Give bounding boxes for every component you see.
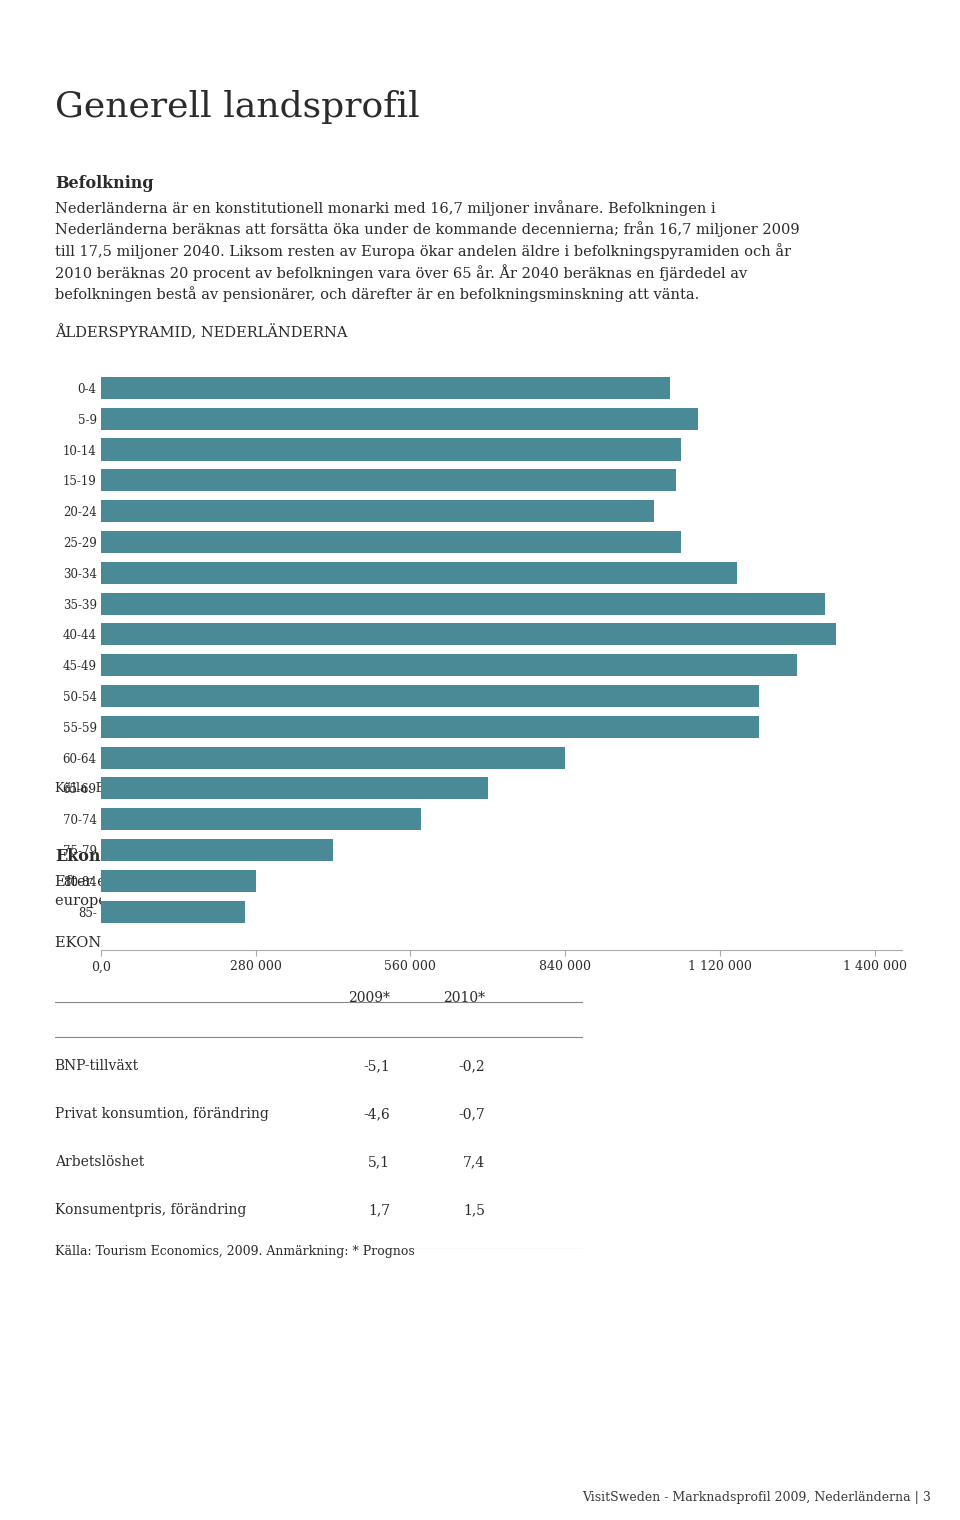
Text: -5,1: -5,1 [363,1059,390,1073]
Text: Generell landsprofil: Generell landsprofil [55,90,420,125]
Text: -4,6: -4,6 [363,1107,390,1122]
Bar [101,777,488,800]
Text: 2009*: 2009* [348,991,390,1005]
Text: Källa: Tourism Economics, 2009. Anmärkning: * Prognos: Källa: Tourism Economics, 2009. Anmärkni… [55,1245,415,1259]
Text: Nederländerna beräknas att forsätta öka under de kommande decennierna; från 16,7: Nederländerna beräknas att forsätta öka … [55,222,800,237]
Bar [101,470,676,491]
Bar [101,809,421,830]
Text: 7,4: 7,4 [463,1155,485,1169]
Text: 2010 beräknas 20 procent av befolkningen vara över 65 år. År 2040 beräknas en fj: 2010 beräknas 20 procent av befolkningen… [55,264,747,281]
Text: Källa: Eurostat, 2008.: Källa: Eurostat, 2008. [55,781,194,795]
Text: -0,7: -0,7 [458,1107,485,1122]
Text: till 17,5 miljoner 2040. Liksom resten av Europa ökar andelen äldre i befolkning: till 17,5 miljoner 2040. Liksom resten a… [55,243,791,258]
Text: europeiska ekonomier, hamnat i en recession.: europeiska ekonomier, hamnat i en recess… [55,894,396,909]
Bar [101,623,836,646]
Text: 1,5: 1,5 [463,1202,485,1218]
Bar [101,438,682,461]
Text: Arbetslöshet: Arbetslöshet [55,1155,144,1169]
Bar [101,407,698,430]
Bar [101,716,758,737]
Text: -0,2: -0,2 [459,1059,485,1073]
Bar [101,839,333,862]
Text: Efter en lång period med ekonomisk tillväxt har Nederländernas ekonomi, såväl so: Efter en lång period med ekonomisk tillv… [55,872,802,889]
Text: Nederländerna är en konstitutionell monarki med 16,7 miljoner invånare. Befolkni: Nederländerna är en konstitutionell mona… [55,201,716,216]
Bar [101,869,255,892]
Text: Privat konsumtion, förändring: Privat konsumtion, förändring [55,1107,269,1122]
Bar [101,654,798,676]
Text: ÅLDERSPYRAMID, NEDERLÄNDERNA: ÅLDERSPYRAMID, NEDERLÄNDERNA [55,325,348,340]
Text: VisitSweden - Marknadsprofil 2009, Nederländerna | 3: VisitSweden - Marknadsprofil 2009, Neder… [583,1491,931,1503]
Text: befolkningen bestå av pensionärer, och därefter är en befolkningsminskning att v: befolkningen bestå av pensionärer, och d… [55,286,699,302]
Text: Ekonomi: Ekonomi [55,848,133,865]
Text: Befolkning: Befolkning [55,175,154,192]
Text: BNP-tillväxt: BNP-tillväxt [55,1059,139,1073]
Bar [101,562,736,584]
Bar [101,746,565,769]
Bar [101,593,825,614]
Text: Konsumentpris, förändring: Konsumentpris, förändring [55,1202,246,1218]
Text: EKONOMISKA INDIKATORER, NEDERLÄNDERNA: EKONOMISKA INDIKATORER, NEDERLÄNDERNA [55,935,437,950]
Bar [101,900,245,923]
Text: 5,1: 5,1 [368,1155,390,1169]
Text: 1,7: 1,7 [368,1202,390,1218]
Bar [101,500,654,523]
Bar [101,530,682,553]
Text: 2010*: 2010* [444,991,485,1005]
Bar [101,377,670,400]
Bar [101,686,758,707]
